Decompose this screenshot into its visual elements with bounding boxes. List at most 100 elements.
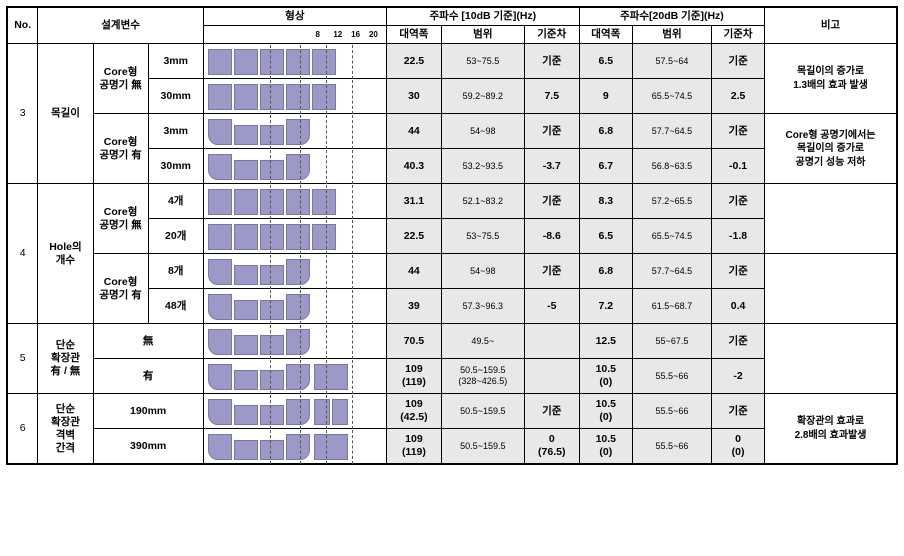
r4-b-rg20: 65.5~74.5 [632, 219, 711, 254]
r4-a-rg10: 52.1~83.2 [441, 184, 524, 219]
r3-a-bw20: 6.5 [579, 44, 632, 79]
h-no: No. [7, 7, 38, 44]
spec-table: No. 설계변수 형상 주파수 [10dB 기준](Hz) 주파수[20dB 기… [6, 6, 898, 465]
r4-a-lbl: 4개 [148, 184, 203, 219]
r4-c-shape [203, 254, 386, 289]
r4-a-df20: 기준 [712, 184, 765, 219]
r6-a-bw10: 109 (42.5) [386, 394, 441, 429]
h-shape: 형상 [203, 7, 386, 26]
r5-b-rg20: 55.5~66 [632, 359, 711, 394]
r6-b-df10: 0 (76.5) [524, 429, 579, 465]
r3-b-df10: 7.5 [524, 79, 579, 114]
r5-b-bw20: 10.5 (0) [579, 359, 632, 394]
r3-b-bw20: 9 [579, 79, 632, 114]
r4-d-bw20: 7.2 [579, 289, 632, 324]
r5-a-shape [203, 324, 386, 359]
h-freq20: 주파수[20dB 기준](Hz) [579, 7, 764, 26]
r6-bigo: 확장관의 효과로 2.8배의 효과발생 [765, 394, 897, 465]
r4-c-rg10: 54~98 [441, 254, 524, 289]
h-shape-ticks: 8 12 16 20 [203, 26, 386, 44]
r4-d-bw10: 39 [386, 289, 441, 324]
r4-d-df20: 0.4 [712, 289, 765, 324]
r3-a-rg20: 57.5~64 [632, 44, 711, 79]
r5-b-df20: -2 [712, 359, 765, 394]
r5-a-bw10: 70.5 [386, 324, 441, 359]
r4-var: Hole의 개수 [38, 184, 93, 324]
r3-b-rg20: 65.5~74.5 [632, 79, 711, 114]
r4-a-shape [203, 184, 386, 219]
r3-sub2: Core형 공명기 有 [93, 114, 148, 184]
r6-a-df20: 기준 [712, 394, 765, 429]
r3-b-lbl: 30mm [148, 79, 203, 114]
r4-c-bw10: 44 [386, 254, 441, 289]
r5-b-lbl: 有 [93, 359, 203, 394]
r4-b-bw10: 22.5 [386, 219, 441, 254]
r3-d-bw10: 40.3 [386, 149, 441, 184]
r4-sub2: Core형 공명기 有 [93, 254, 148, 324]
h-bw20: 대역폭 [579, 26, 632, 44]
r3-d-rg10: 53.2~93.5 [441, 149, 524, 184]
r5-b-rg10: 50.5~159.5 (328~426.5) [441, 359, 524, 394]
h-bw10: 대역폭 [386, 26, 441, 44]
r3-a-rg10: 53~75.5 [441, 44, 524, 79]
r4-a-df10: 기준 [524, 184, 579, 219]
r3-c-bw20: 6.8 [579, 114, 632, 149]
r4-c-rg20: 57.7~64.5 [632, 254, 711, 289]
r3-c-rg10: 54~98 [441, 114, 524, 149]
r4-b-df20: -1.8 [712, 219, 765, 254]
r5-a-df20: 기준 [712, 324, 765, 359]
r4-d-rg20: 61.5~68.7 [632, 289, 711, 324]
r4-d-df10: -5 [524, 289, 579, 324]
r4-b-df10: -8.6 [524, 219, 579, 254]
r3-c-lbl: 3mm [148, 114, 203, 149]
r3-sub1: Core형 공명기 無 [93, 44, 148, 114]
h-df10: 기준차 [524, 26, 579, 44]
r3-b-df20: 2.5 [712, 79, 765, 114]
r4-d-rg10: 57.3~96.3 [441, 289, 524, 324]
r3-bigo1: 목길이의 증가로 1.3배의 효과 발생 [765, 44, 897, 114]
r3-b-shape [203, 79, 386, 114]
r4-c-df20: 기준 [712, 254, 765, 289]
r5-var: 단순 확장관 有 / 無 [38, 324, 93, 394]
r5-bigo [765, 324, 897, 394]
r6-a-shape [203, 394, 386, 429]
h-freq10: 주파수 [10dB 기준](Hz) [386, 7, 579, 26]
r4-a-bw20: 8.3 [579, 184, 632, 219]
r6-b-bw10: 109 (119) [386, 429, 441, 465]
r6-a-bw20: 10.5 (0) [579, 394, 632, 429]
r3-b-bw10: 30 [386, 79, 441, 114]
r4-b-bw20: 6.5 [579, 219, 632, 254]
r4-d-shape [203, 289, 386, 324]
r6-b-shape [203, 429, 386, 465]
r3-d-lbl: 30mm [148, 149, 203, 184]
r6-a-rg10: 50.5~159.5 [441, 394, 524, 429]
h-rg20: 범위 [632, 26, 711, 44]
r6-b-bw20: 10.5 (0) [579, 429, 632, 465]
h-rg10: 범위 [441, 26, 524, 44]
r5-a-bw20: 12.5 [579, 324, 632, 359]
r5-a-df10 [524, 324, 579, 359]
r4-c-df10: 기준 [524, 254, 579, 289]
r6-a-lbl: 190mm [93, 394, 203, 429]
r3-c-rg20: 57.7~64.5 [632, 114, 711, 149]
h-df20: 기준차 [712, 26, 765, 44]
r6-b-rg10: 50.5~159.5 [441, 429, 524, 465]
r3-var: 목길이 [38, 44, 93, 184]
r3-d-bw20: 6.7 [579, 149, 632, 184]
r3-a-shape [203, 44, 386, 79]
r4-c-lbl: 8개 [148, 254, 203, 289]
r4-b-rg10: 53~75.5 [441, 219, 524, 254]
h-bigo: 비고 [765, 7, 897, 44]
r4-bigo2 [765, 254, 897, 324]
r3-bigo2: Core형 공명기에서는 목길이의 증가로 공명기 성능 저하 [765, 114, 897, 184]
r6-b-rg20: 55.5~66 [632, 429, 711, 465]
r5-no: 5 [7, 324, 38, 394]
r5-a-rg20: 55~67.5 [632, 324, 711, 359]
r5-b-bw10: 109 (119) [386, 359, 441, 394]
r5-b-df10 [524, 359, 579, 394]
r4-a-rg20: 57.2~65.5 [632, 184, 711, 219]
r4-c-bw20: 6.8 [579, 254, 632, 289]
r5-b-shape [203, 359, 386, 394]
r4-b-lbl: 20개 [148, 219, 203, 254]
r3-c-df20: 기준 [712, 114, 765, 149]
